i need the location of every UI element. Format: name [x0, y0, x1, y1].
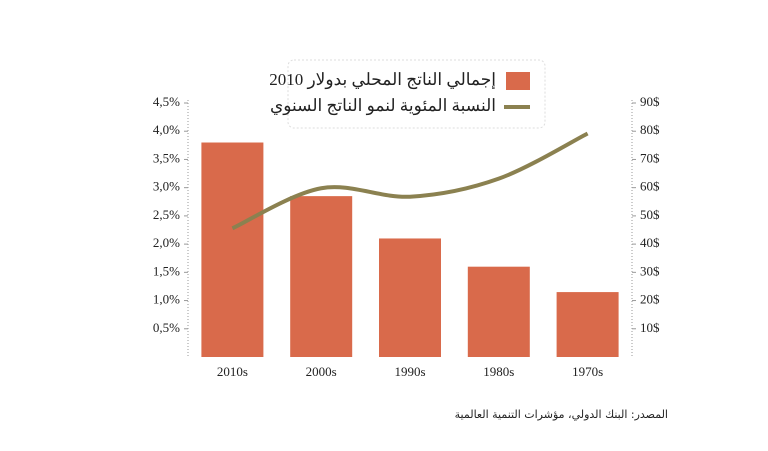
x-tick-label: 1970s	[572, 364, 603, 379]
y-tick-label: 2,0%	[153, 235, 180, 250]
bar	[556, 292, 619, 357]
y2-tick-label: 60$	[640, 179, 660, 194]
y-tick-label: 1,5%	[153, 263, 180, 278]
x-tick-label: 1980s	[483, 364, 514, 379]
x-tick-label: 1990s	[394, 364, 425, 379]
y2-tick-label: 40$	[640, 235, 660, 250]
y2-tick-label: 50$	[640, 207, 660, 222]
legend-box	[287, 59, 546, 129]
legend-swatch	[506, 72, 530, 90]
y2-tick-label: 30$	[640, 263, 660, 278]
y-tick-label: 0,5%	[153, 320, 180, 335]
y2-tick-label: 80$	[640, 122, 660, 137]
x-tick-label: 2000s	[306, 364, 337, 379]
y2-tick-label: 90$	[640, 94, 660, 109]
y-tick-label: 2,5%	[153, 207, 180, 222]
line	[231, 131, 589, 231]
y-tick-label: 3,0%	[153, 179, 180, 194]
y2-tick-label: 70$	[640, 150, 660, 165]
bar	[290, 196, 353, 357]
y2-tick-label: 10$	[640, 320, 660, 335]
bar	[201, 142, 264, 357]
legend-label: إجمالي الناتج المحلي بدولار 2010	[269, 70, 496, 90]
bar	[467, 266, 530, 357]
y-tick-label: 1,0%	[153, 292, 180, 307]
source: المصدر: البنك الدولي، مؤشرات التنمية الع…	[455, 408, 668, 421]
x-tick-label: 2010s	[217, 364, 248, 379]
y-tick-label: 4,5%	[153, 94, 180, 109]
bar	[379, 238, 441, 357]
y2-tick-label: 20$	[640, 292, 660, 307]
legend-label: النسبة المئوية لنمو الناتج السنوي	[270, 96, 496, 116]
y-tick-label: 4,0%	[153, 122, 180, 137]
y-tick-label: 3,5%	[153, 150, 180, 165]
